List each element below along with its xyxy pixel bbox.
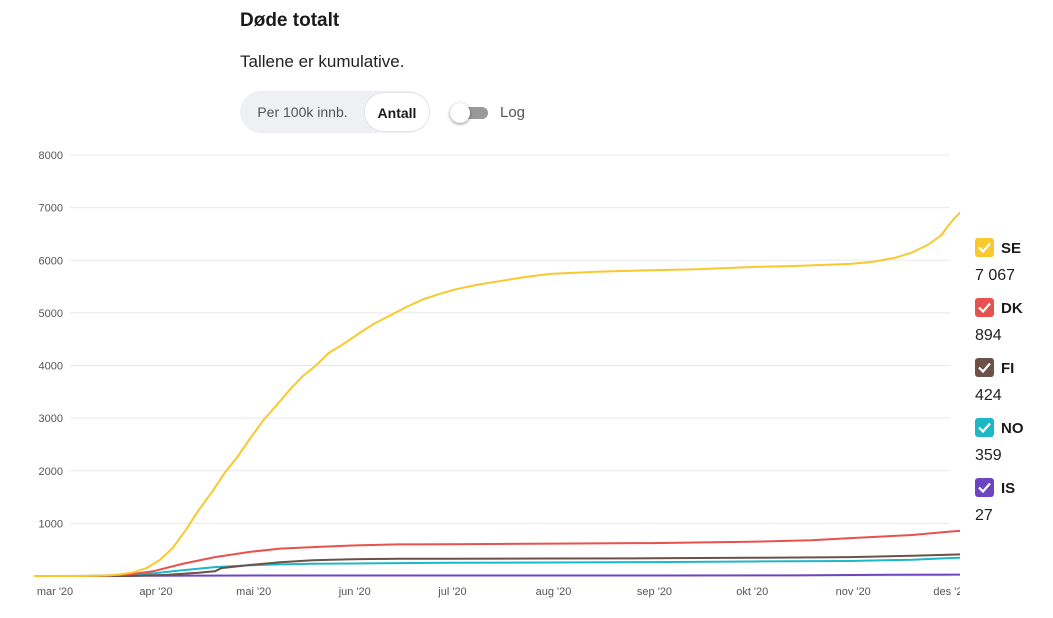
x-tick-label: jul '20 [437, 586, 466, 598]
y-tick-label: 4000 [39, 361, 63, 373]
deaths-line-chart: 1000 2000 3000 4000 5000 6000 7000 8000 mar '20 a… [34, 150, 960, 598]
log-toggle-knob [450, 103, 470, 123]
y-tick-label: 5000 [39, 308, 63, 320]
legend-code-dk: DK [1001, 300, 1023, 317]
x-tick-label: okt '20 [736, 586, 768, 598]
legend-code-fi: FI [1001, 360, 1015, 377]
legend-code-no: NO [1001, 420, 1024, 437]
x-tick-label: mai '20 [236, 586, 271, 598]
log-toggle[interactable] [450, 103, 490, 123]
checkmark-icon [978, 482, 991, 494]
legend-value-dk: 894 [975, 327, 1002, 344]
per-100k-button[interactable]: Per 100k innb. [257, 104, 348, 120]
legend-item-dk[interactable]: DK 894 [975, 298, 1045, 358]
legend-value-fi: 424 [975, 387, 1002, 404]
checkmark-icon [978, 302, 991, 314]
series-line-se[interactable] [34, 204, 960, 577]
y-tick-label: 2000 [39, 466, 63, 478]
checkbox-no[interactable] [975, 418, 994, 437]
x-tick-label: nov '20 [836, 586, 871, 598]
x-tick-label: apr '20 [139, 586, 172, 598]
legend-value-se: 7 067 [975, 267, 1016, 284]
checkmark-icon [978, 242, 991, 254]
checkbox-se[interactable] [975, 238, 994, 257]
count-button[interactable]: Antall [364, 92, 430, 132]
y-tick-label: 6000 [39, 255, 63, 267]
x-tick-label: aug '20 [536, 586, 572, 598]
legend-code-is: IS [1001, 480, 1016, 497]
x-tick-label: jun '20 [338, 586, 371, 598]
checkbox-fi[interactable] [975, 358, 994, 377]
mode-segmented-control: Per 100k innb. Antall [240, 91, 430, 133]
chart-title: Døde totalt [240, 10, 340, 31]
checkmark-icon [978, 422, 991, 434]
legend: SE 7 067 DK 894 FI 424 NO 359 IS 27 [975, 238, 1045, 538]
legend-item-fi[interactable]: FI 424 [975, 358, 1045, 418]
y-tick-label: 7000 [39, 203, 63, 215]
checkbox-is[interactable] [975, 478, 994, 497]
chart-subtitle: Tallene er kumulative. [240, 52, 405, 71]
x-tick-label: mar '20 [37, 586, 73, 598]
y-tick-label: 3000 [39, 413, 63, 425]
series-line-dk[interactable] [34, 529, 960, 577]
legend-code-se: SE [1001, 240, 1022, 257]
series-line-no[interactable] [34, 556, 960, 577]
y-tick-label: 8000 [39, 150, 63, 162]
x-tick-label: des '20 [933, 586, 960, 598]
x-tick-label: sep '20 [637, 586, 672, 598]
legend-value-no: 359 [975, 447, 1002, 464]
checkbox-dk[interactable] [975, 298, 994, 317]
legend-value-is: 27 [975, 507, 993, 524]
legend-item-no[interactable]: NO 359 [975, 418, 1045, 478]
checkmark-icon [978, 362, 991, 374]
legend-item-se[interactable]: SE 7 067 [975, 238, 1045, 298]
log-label: Log [500, 104, 526, 121]
legend-item-is[interactable]: IS 27 [975, 478, 1045, 538]
y-tick-label: 1000 [39, 518, 63, 530]
series-line-fi[interactable] [34, 553, 960, 577]
